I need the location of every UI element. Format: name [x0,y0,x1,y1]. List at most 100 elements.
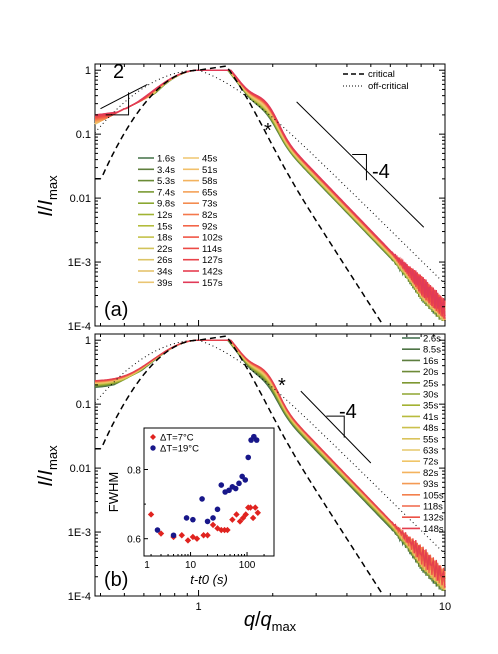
slope-minus4-label-b: -4 [339,401,357,423]
inset-legend-marker [150,445,156,451]
legend-b-label: 82s [423,468,439,479]
panel-b-curves [94,335,446,594]
inset-point-dT7 [252,504,259,511]
inset-point-dT7 [254,509,261,516]
inset-point-dT19 [253,437,260,443]
legend-a-label: 127s [202,255,223,266]
shoulder-star-a: * [264,120,272,142]
critical-curve [95,65,383,324]
inset-x-tick-label: 100 [239,560,256,571]
legend-b-label: 118s [423,502,443,513]
x-tick-label: 1 [195,601,201,613]
inset-point-dT19 [226,487,232,494]
inset-x-label: t-t0 (s) [190,572,228,587]
inset-plot: 1 10 100 0.6 0.8 ΔT=7°CΔT=19°C FWHM t-t0 (s) [106,433,275,587]
slope-minus4-line-b [300,390,372,464]
legend-a-label: 157s [202,278,223,289]
legend-a-label: 1.6s [157,154,175,165]
slope-2-label: 2 [113,61,124,83]
inset-point-dT19 [170,532,177,539]
inset-point-dT7 [218,526,225,534]
inset-point-dT7 [242,511,249,518]
y-tick-label: 1E-3 [68,257,91,269]
inset-point-dT19 [199,496,205,502]
y-tick-label: 0.01 [70,193,91,205]
inset-point-dT7 [209,521,217,529]
y-tick-label: 1E-3 [68,527,91,539]
inset-legend-label: ΔT=19°C [160,444,199,455]
legend-a-label: 18s [157,233,173,244]
shoulder-star-b: * [278,375,286,397]
legend-b-label: 72s [423,457,439,468]
legend-a-label: 15s [157,221,173,232]
legend-b-label: 105s [423,490,444,501]
inset-point-dT7 [178,532,185,539]
legend-a-label: 7.4s [157,187,175,198]
y-tick-label: 0.1 [76,399,91,411]
legend-a-label: 12s [157,210,173,221]
series-line [95,339,446,588]
inset-x-tick-label: 1 [144,560,150,571]
y-tick-label: 1 [85,335,91,347]
legend-b-label: 48s [423,423,439,434]
legend-b: 2.6s8.5s16s20s25s30s35s41s48s55s63s72s82… [402,334,444,535]
legend-a-label: 82s [202,210,218,221]
legend-b-label: 25s [423,378,439,389]
legend-a-label: 39s [157,278,173,289]
legend-b-label: 20s [423,367,439,378]
off-critical-legend-label: off-critical [368,81,408,92]
slope-minus4-triangle-a [352,154,367,181]
axis-ticks: 1E-4 1E-3 0.01 0.1 1 1E-4 1E-3 0.01 0.1 1 1 10 [68,64,451,613]
x-axis-label: q/qmax [244,609,297,634]
x-tick-label: 10 [439,601,451,613]
legend-b-label: 93s [423,479,439,490]
critical-curve [95,335,383,594]
legend-a-label: 51s [202,165,218,176]
inset-x-tick-label: 10 [185,560,197,571]
inset-point-dT7 [229,516,236,523]
y-tick-label: 0.1 [76,129,91,141]
y-tick-label: 0.01 [70,463,91,475]
panel-b-label: (b) [104,569,128,591]
panel-a-frame [94,63,446,327]
legend-a-label: 73s [202,199,218,210]
inset-point-dT19 [214,506,221,513]
y-axis-label-b: I/Imax [35,445,60,487]
series-line [94,69,446,319]
legend-b-label: 35s [423,401,439,412]
legend-b-label: 55s [423,434,439,445]
inset-point-dT7 [189,533,197,541]
slope-minus4-label-a: -4 [372,161,390,183]
legend-a-label: 142s [202,267,223,278]
inset-point-dT7 [233,511,240,518]
slope-minus4-line-a [296,101,425,228]
inset-point-dT7 [224,526,231,534]
legend-a-label: 26s [157,255,173,266]
inset-point-dT19 [218,482,225,488]
y-tick-label: 1 [85,65,91,77]
y-tick-label: 1E-4 [68,591,91,603]
inset-y-tick-label: 0.8 [127,466,141,477]
inset-legend-marker [150,434,156,440]
legend-a-label: 3.4s [157,165,175,176]
y-tick-label: 1E-4 [68,321,91,333]
legend-a-label: 45s [202,154,218,165]
inset-point-dT7 [200,532,207,539]
inset-y-label: FWHM [106,472,121,512]
inset-point-dT7 [184,537,192,544]
legend-b-label: 30s [423,390,439,401]
panel-a-curves [94,65,446,324]
legend-a-label: 58s [202,176,218,187]
legend-a-label: 92s [202,221,218,232]
legend-a-label: 102s [202,233,223,244]
legend-b-label: 41s [423,412,439,423]
inset-point-dT19 [245,454,252,461]
legend-b-label: 8.5s [423,345,441,356]
legend-a-label: 9.8s [157,199,175,210]
legend-a-label: 114s [202,244,222,255]
legend-b-label: 63s [423,446,439,457]
inset-point-dT19 [232,485,239,492]
inset-point-dT19 [242,477,249,483]
legend-b-label: 2.6s [423,334,441,345]
inset-point-dT7 [247,504,254,511]
